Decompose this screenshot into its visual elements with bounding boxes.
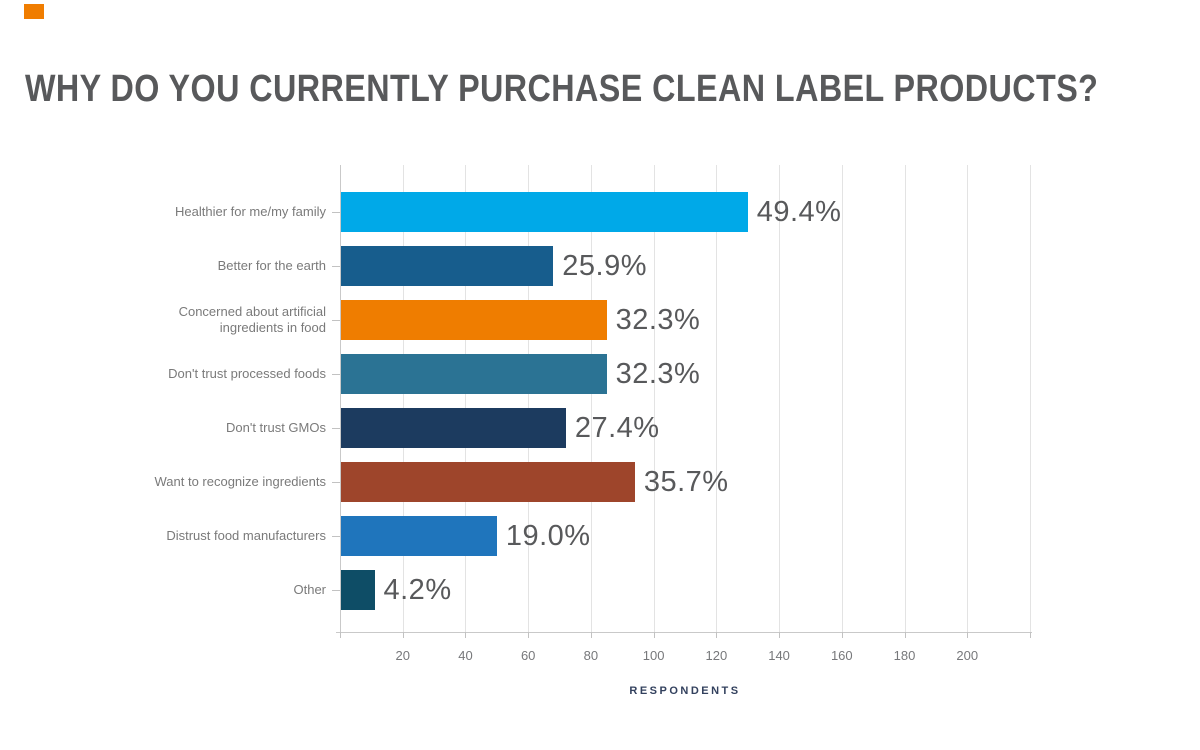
bar-value-label: 19.0% bbox=[505, 519, 591, 552]
gridline bbox=[1030, 165, 1031, 632]
category-label: Don't trust processed foods bbox=[168, 366, 326, 381]
y-tick-mark bbox=[332, 212, 340, 213]
x-tick-mark bbox=[841, 632, 843, 638]
x-tick-label: 140 bbox=[768, 648, 790, 663]
category-label: Don't trust GMOs bbox=[225, 420, 326, 435]
x-tick-label: 120 bbox=[705, 648, 728, 663]
x-tick-label: 60 bbox=[520, 648, 536, 663]
y-axis-line bbox=[340, 165, 341, 632]
bar bbox=[340, 192, 748, 232]
bar-value-label: 49.4% bbox=[756, 195, 842, 228]
x-tick-mark bbox=[904, 632, 906, 638]
category-label: Healthier for me/my family bbox=[175, 204, 326, 219]
bar bbox=[340, 300, 607, 340]
bar bbox=[340, 408, 566, 448]
x-tick-mark bbox=[590, 632, 592, 638]
y-tick-mark bbox=[332, 374, 340, 375]
gridline bbox=[716, 165, 718, 632]
x-tick-mark bbox=[779, 632, 781, 638]
y-tick-mark bbox=[332, 590, 340, 591]
x-tick-mark bbox=[528, 632, 530, 638]
bar bbox=[340, 462, 635, 502]
y-tick-mark bbox=[332, 266, 340, 267]
bar bbox=[340, 516, 497, 556]
bar bbox=[340, 354, 607, 394]
y-tick-mark bbox=[332, 320, 340, 321]
gridline bbox=[528, 165, 530, 632]
x-axis-title: RESPONDENTS bbox=[629, 685, 741, 697]
category-label: Distrust food manufacturers bbox=[166, 528, 326, 543]
gridline bbox=[590, 165, 592, 632]
gridline bbox=[465, 165, 467, 632]
x-tick-label: 200 bbox=[956, 648, 979, 663]
x-tick-label: 160 bbox=[830, 648, 853, 663]
bar-value-label: 35.7% bbox=[643, 465, 729, 498]
x-tick-label: 40 bbox=[458, 648, 473, 663]
bar-value-label: 27.4% bbox=[574, 411, 660, 444]
gridline bbox=[779, 165, 781, 632]
x-tick-label: 20 bbox=[395, 648, 410, 663]
x-tick-mark bbox=[653, 632, 655, 638]
accent-square bbox=[24, 4, 44, 19]
x-tick-mark bbox=[716, 632, 718, 638]
x-tick-label: 80 bbox=[583, 648, 599, 663]
bar bbox=[340, 570, 375, 610]
y-tick-mark bbox=[332, 428, 340, 429]
x-tick-mark bbox=[465, 632, 467, 638]
gridline bbox=[904, 165, 906, 632]
bar-value-label: 4.2% bbox=[383, 573, 452, 606]
gridline bbox=[402, 165, 404, 632]
x-tick-mark bbox=[340, 632, 341, 638]
gridline bbox=[841, 165, 843, 632]
bar-value-label: 32.3% bbox=[615, 303, 701, 336]
category-label: Concerned about artificial ingredients i… bbox=[178, 304, 326, 335]
y-tick-mark bbox=[332, 536, 340, 537]
y-tick-mark bbox=[332, 482, 340, 483]
x-tick-mark bbox=[967, 632, 969, 638]
bar-value-label: 32.3% bbox=[615, 357, 701, 390]
gridline bbox=[653, 165, 655, 632]
category-label: Better for the earth bbox=[217, 258, 326, 273]
category-label: Other bbox=[293, 582, 326, 597]
x-tick-label: 180 bbox=[893, 648, 916, 663]
x-tick-label: 100 bbox=[642, 648, 665, 663]
bar-value-label: 25.9% bbox=[562, 249, 647, 282]
x-tick-mark bbox=[402, 632, 404, 638]
x-axis-line bbox=[336, 632, 1032, 633]
x-tick-mark bbox=[1030, 632, 1031, 638]
bar bbox=[340, 246, 554, 286]
chart-title: WHY DO YOU CURRENTLY PURCHASE CLEAN LABE… bbox=[25, 68, 1099, 110]
category-label: Want to recognize ingredients bbox=[154, 474, 326, 489]
gridline bbox=[967, 165, 969, 632]
